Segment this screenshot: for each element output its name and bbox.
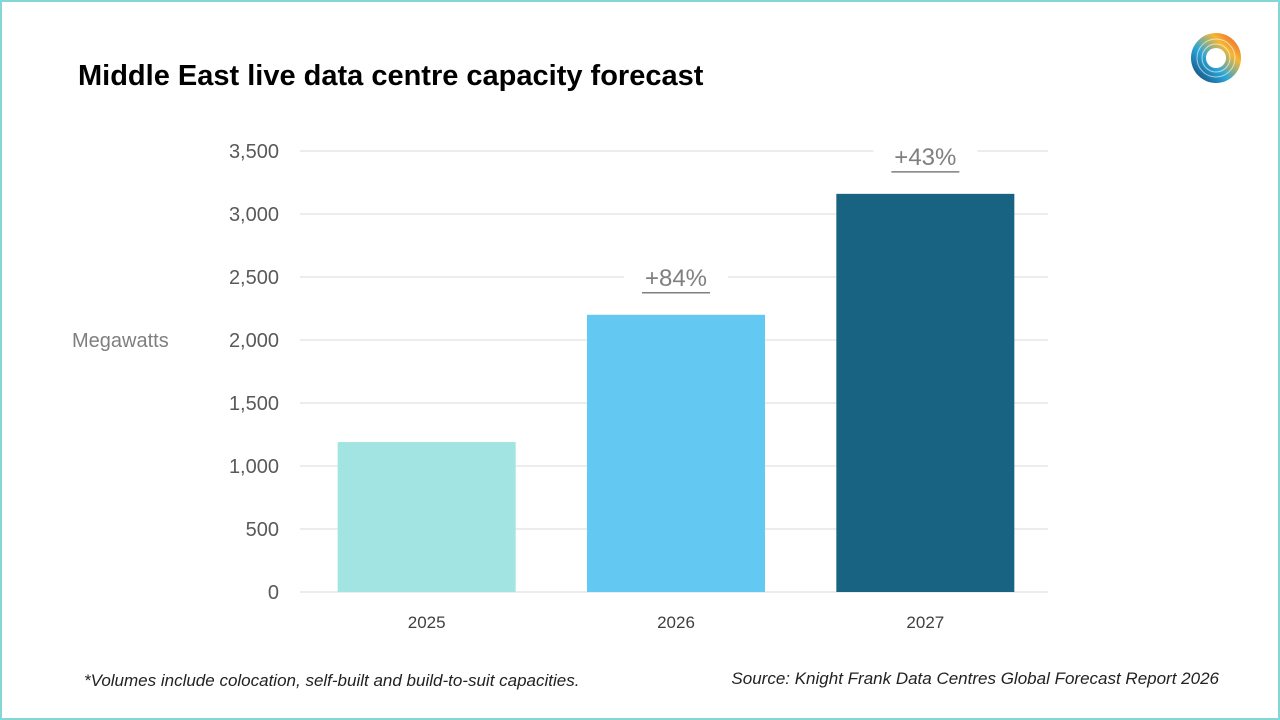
y-tick-label: 2,500	[229, 267, 279, 289]
y-tick-label: 2,000	[229, 330, 279, 352]
y-tick-label: 3,000	[229, 204, 279, 226]
y-tick-label: 1,000	[229, 456, 279, 478]
annotation-background	[873, 138, 978, 175]
growth-annotation: +43%	[894, 144, 956, 171]
x-tick-label: 2025	[408, 613, 446, 632]
y-tick-label: 0	[268, 582, 279, 604]
y-tick-label: 1,500	[229, 393, 279, 415]
y-tick-label: 500	[246, 519, 279, 541]
footnote: *Volumes include colocation, self-built …	[84, 671, 580, 690]
x-tick-label: 2027	[906, 613, 944, 632]
logo-icon	[1191, 33, 1241, 83]
source-note: Source: Knight Frank Data Centres Global…	[731, 669, 1219, 688]
y-axis-label: Megawatts	[72, 330, 169, 352]
chart-title: Middle East live data centre capacity fo…	[78, 60, 704, 92]
bar-2026	[587, 314, 765, 592]
bar-2025	[337, 442, 516, 592]
y-tick-label: 3,500	[229, 141, 279, 163]
annotation-background	[624, 259, 728, 296]
bar-2027	[836, 193, 1015, 592]
x-tick-label: 2026	[657, 613, 695, 632]
growth-annotation: +84%	[645, 265, 707, 292]
